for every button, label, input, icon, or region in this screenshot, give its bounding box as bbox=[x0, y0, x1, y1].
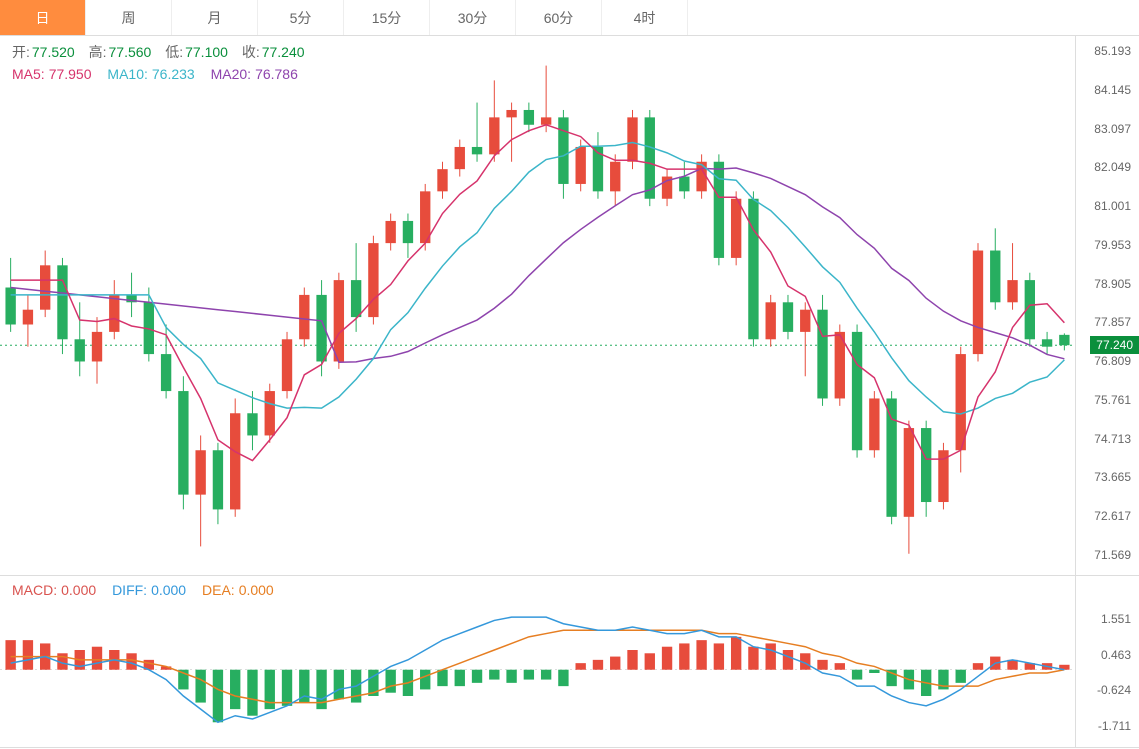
diff-value: 0.000 bbox=[151, 582, 186, 598]
y-tick-label: 72.617 bbox=[1094, 509, 1131, 523]
macd-y-axis: 1.551 0.463 -0.624 -1.711 bbox=[1075, 576, 1139, 747]
diff-label: DIFF: bbox=[112, 582, 147, 598]
tab-15分[interactable]: 15分 bbox=[344, 0, 430, 35]
y-tick-label: 83.097 bbox=[1094, 122, 1131, 136]
dea-label: DEA: bbox=[202, 582, 235, 598]
tab-4时[interactable]: 4时 bbox=[602, 0, 688, 35]
macd-label: MACD: bbox=[12, 582, 57, 598]
y-tick-label: 78.905 bbox=[1094, 277, 1131, 291]
price-y-axis: 85.193 84.145 83.097 82.049 81.001 79.953 78.9… bbox=[1075, 36, 1139, 575]
tab-月[interactable]: 月 bbox=[172, 0, 258, 35]
close-value: 77.240 bbox=[262, 44, 305, 60]
ma20-value: 76.786 bbox=[255, 66, 298, 82]
y-tick-label: 76.809 bbox=[1094, 354, 1131, 368]
y-tick-label: 84.145 bbox=[1094, 83, 1131, 97]
y-tick-label: 85.193 bbox=[1094, 44, 1131, 58]
chart-info-bar: 开:77.520 高:77.560 低:77.100 收:77.240 MA5:… bbox=[12, 42, 315, 86]
y-tick-label: 73.665 bbox=[1094, 470, 1131, 484]
y-tick-label: 82.049 bbox=[1094, 160, 1131, 174]
macd-y-tick-label: 0.463 bbox=[1101, 648, 1131, 662]
ma5-value: 77.950 bbox=[49, 66, 92, 82]
y-tick-label: 77.857 bbox=[1094, 315, 1131, 329]
low-value: 77.100 bbox=[185, 44, 228, 60]
dea-value: 0.000 bbox=[239, 582, 274, 598]
macd-y-tick-label: 1.551 bbox=[1101, 612, 1131, 626]
tab-日[interactable]: 日 bbox=[0, 0, 86, 35]
tab-60分[interactable]: 60分 bbox=[516, 0, 602, 35]
candlestick-svg bbox=[0, 36, 1075, 576]
high-value: 77.560 bbox=[109, 44, 152, 60]
timeframe-tabs: 日周月5分15分30分60分4时 bbox=[0, 0, 1139, 36]
tab-周[interactable]: 周 bbox=[86, 0, 172, 35]
macd-value: 0.000 bbox=[61, 582, 96, 598]
y-tick-label: 79.953 bbox=[1094, 238, 1131, 252]
y-tick-label: 71.569 bbox=[1094, 548, 1131, 562]
macd-y-tick-label: -0.624 bbox=[1097, 683, 1131, 697]
macd-chart[interactable]: MACD:0.000 DIFF:0.000 DEA:0.000 1.5510.4… bbox=[0, 576, 1139, 748]
macd-svg bbox=[0, 576, 1075, 748]
ma20-label: MA20: bbox=[211, 66, 251, 82]
macd-y-tick-label: -1.711 bbox=[1098, 719, 1131, 733]
ma10-value: 76.233 bbox=[152, 66, 195, 82]
high-label: 高: bbox=[89, 44, 107, 60]
y-tick-label: 75.761 bbox=[1094, 393, 1131, 407]
y-tick-label: 74.713 bbox=[1094, 432, 1131, 446]
tab-5分[interactable]: 5分 bbox=[258, 0, 344, 35]
low-label: 低: bbox=[165, 44, 183, 60]
y-tick-label: 81.001 bbox=[1094, 199, 1131, 213]
current-price-tag: 77.240 bbox=[1090, 336, 1139, 354]
open-value: 77.520 bbox=[32, 44, 75, 60]
candlestick-chart[interactable]: 开:77.520 高:77.560 低:77.100 收:77.240 MA5:… bbox=[0, 36, 1139, 576]
macd-info-bar: MACD:0.000 DIFF:0.000 DEA:0.000 bbox=[12, 582, 274, 598]
open-label: 开: bbox=[12, 44, 30, 60]
ma10-label: MA10: bbox=[107, 66, 147, 82]
ma5-label: MA5: bbox=[12, 66, 45, 82]
close-label: 收: bbox=[242, 44, 260, 60]
tab-30分[interactable]: 30分 bbox=[430, 0, 516, 35]
